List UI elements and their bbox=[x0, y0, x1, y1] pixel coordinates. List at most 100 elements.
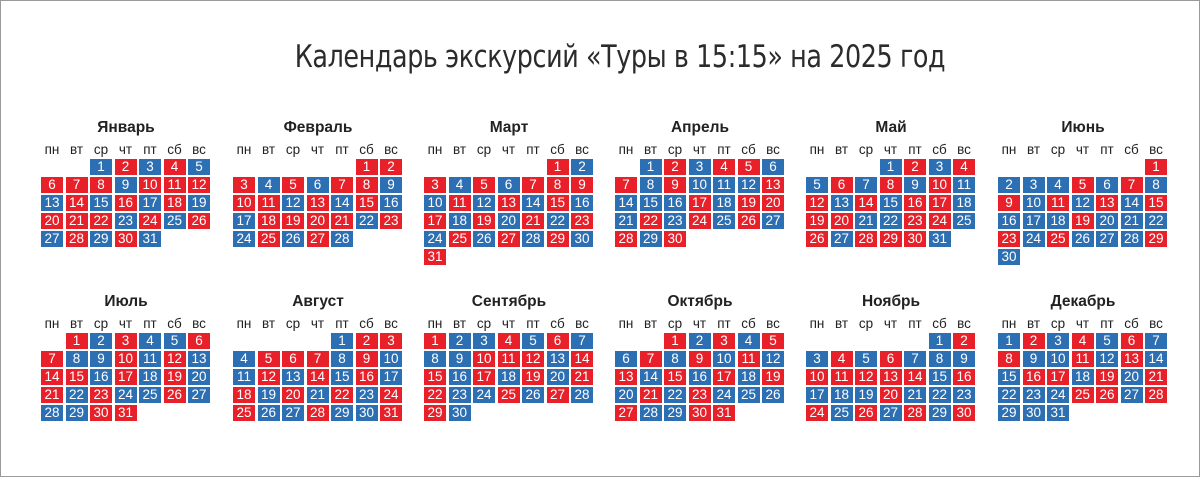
day-cell: 25 bbox=[163, 213, 186, 229]
weekday-label: сб bbox=[741, 142, 756, 157]
day-cell: 29 bbox=[1145, 231, 1167, 247]
day-cell: 31 bbox=[928, 231, 951, 247]
day-cell: 22 bbox=[879, 213, 902, 229]
day-cell: 25 bbox=[257, 231, 280, 247]
day-cell: 14 bbox=[331, 195, 353, 211]
day-cell: 8 bbox=[546, 177, 569, 193]
day-cell: 30 bbox=[688, 405, 711, 421]
day-cell: 28 bbox=[639, 405, 662, 421]
weekday-label: сб bbox=[550, 316, 565, 331]
day-cell: 11 bbox=[830, 369, 853, 385]
day-cell: 4 bbox=[497, 333, 520, 349]
weekday-header: пн вт ср чт пт сб вс bbox=[806, 315, 976, 332]
day-cell: 15 bbox=[639, 195, 662, 211]
month-block: Январь пн вт ср чт пт сб вс 1 2 3 4 5 6 7 8 9 10 11 12 13 14 1… bbox=[41, 119, 211, 247]
days-grid: 1 2 3 4 5 6 7 8 9 10 11 12 13 14 15 16 17 18 19 20 21 22 23 24 2… bbox=[615, 333, 785, 421]
day-cell: 5 bbox=[522, 333, 544, 349]
day-cell: 6 bbox=[830, 177, 853, 193]
weekday-label: пт bbox=[908, 142, 922, 157]
day-cell: 6 bbox=[188, 333, 210, 349]
weekday-label: вт bbox=[643, 316, 658, 331]
month-name: Апрель bbox=[670, 119, 730, 136]
day-cell: 19 bbox=[522, 369, 544, 385]
day-cell: 11 bbox=[1047, 195, 1069, 211]
day-cell: 29 bbox=[331, 405, 353, 421]
day-cell: 30 bbox=[114, 231, 137, 247]
weekday-label: ср bbox=[93, 316, 109, 331]
day-cell: 18 bbox=[737, 369, 760, 385]
weekday-label: пн bbox=[427, 142, 443, 157]
day-cell: 12 bbox=[522, 351, 544, 367]
day-cell: 11 bbox=[737, 351, 760, 367]
days-grid: 1 2 3 4 5 6 7 8 9 10 11 12 13 14 15 16 17 18 19 20 21 22 23 24 2… bbox=[41, 333, 211, 421]
day-cell: 28 bbox=[306, 405, 329, 421]
weekday-header: пн вт ср чт пт сб вс bbox=[806, 141, 976, 158]
day-cell: 3 bbox=[1022, 177, 1045, 193]
day-cell: 5 bbox=[1096, 333, 1118, 349]
day-cell: 14 bbox=[904, 369, 926, 385]
day-cell: 10 bbox=[139, 177, 161, 193]
day-cell: 21 bbox=[65, 213, 88, 229]
day-cell: 19 bbox=[762, 369, 784, 385]
day-cell: 21 bbox=[615, 213, 637, 229]
month-block: Июль пн вт ср чт пт сб вс 1 2 3 4 5 6 7 8 9 10 11 12 13 14 15 1… bbox=[41, 293, 211, 421]
day-cell: 13 bbox=[879, 369, 902, 385]
day-cell: 29 bbox=[928, 405, 951, 421]
weekday-label: чт bbox=[310, 316, 325, 331]
weekday-label: пн bbox=[1001, 142, 1017, 157]
day-cell: 9 bbox=[355, 351, 378, 367]
day-cell: 13 bbox=[615, 369, 637, 385]
day-cell: 14 bbox=[855, 195, 877, 211]
day-cell: 30 bbox=[448, 405, 471, 421]
day-cell: 31 bbox=[713, 405, 735, 421]
day-cell: 2 bbox=[953, 333, 975, 349]
day-cell: 11 bbox=[233, 369, 255, 385]
day-cell: 3 bbox=[380, 333, 402, 349]
day-cell: 12 bbox=[257, 369, 280, 385]
day-cell: 14 bbox=[1120, 195, 1143, 211]
weekday-label: ср bbox=[285, 316, 301, 331]
day-cell: 23 bbox=[904, 213, 926, 229]
day-cell: 23 bbox=[380, 213, 402, 229]
day-cell: 16 bbox=[571, 195, 593, 211]
day-cell: 16 bbox=[688, 369, 711, 385]
day-cell: 27 bbox=[546, 387, 569, 403]
month-block: Март пн вт ср чт пт сб вс 1 2 3 4 5 6 7 8 9 10 11 12 13 14 15 1… bbox=[424, 119, 594, 265]
day-cell: 5 bbox=[1071, 177, 1094, 193]
day-cell: 22 bbox=[331, 387, 353, 403]
day-cell: 24 bbox=[233, 231, 255, 247]
weekday-label: пн bbox=[618, 142, 634, 157]
day-cell: 26 bbox=[188, 213, 210, 229]
day-cell: 9 bbox=[664, 177, 686, 193]
day-cell: 28 bbox=[1145, 387, 1167, 403]
day-cell: 6 bbox=[282, 351, 304, 367]
day-cell: 14 bbox=[65, 195, 88, 211]
day-cell: 10 bbox=[1047, 351, 1069, 367]
day-cell: 23 bbox=[688, 387, 711, 403]
day-cell: 16 bbox=[664, 195, 686, 211]
day-cell: 5 bbox=[282, 177, 304, 193]
day-cell: 23 bbox=[571, 213, 593, 229]
day-cell: 17 bbox=[424, 213, 446, 229]
day-cell: 9 bbox=[571, 177, 593, 193]
day-cell: 10 bbox=[380, 351, 402, 367]
weekday-label: вс bbox=[575, 142, 589, 157]
weekday-label: чт bbox=[310, 142, 325, 157]
day-cell: 24 bbox=[806, 405, 828, 421]
day-cell: 9 bbox=[953, 351, 975, 367]
day-cell: 15 bbox=[90, 195, 112, 211]
day-cell: 4 bbox=[713, 159, 735, 175]
day-cell: 22 bbox=[355, 213, 378, 229]
day-cell: 15 bbox=[928, 369, 951, 385]
day-cell: 16 bbox=[114, 195, 137, 211]
day-cell: 10 bbox=[713, 351, 735, 367]
day-cell: 30 bbox=[355, 405, 378, 421]
day-cell: 3 bbox=[688, 159, 711, 175]
day-cell: 24 bbox=[139, 213, 161, 229]
day-cell: 1 bbox=[928, 333, 951, 349]
day-cell: 6 bbox=[1120, 333, 1143, 349]
day-cell: 5 bbox=[188, 159, 210, 175]
day-cell: 3 bbox=[473, 333, 495, 349]
day-cell: 20 bbox=[546, 369, 569, 385]
day-cell: 19 bbox=[806, 213, 828, 229]
